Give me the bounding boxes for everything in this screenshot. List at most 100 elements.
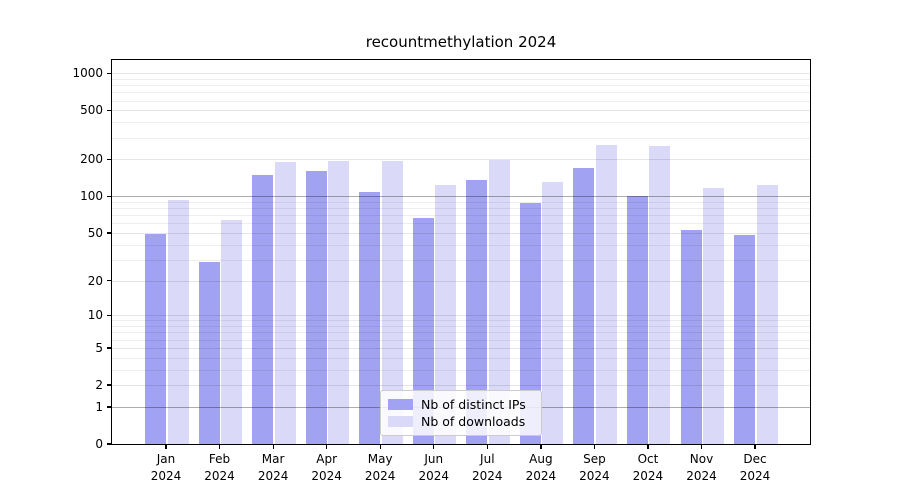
x-tick-label-nov: Nov 2024 [686,452,717,483]
bar-distinct-ips-jun [412,218,434,444]
bar-distinct-ips-jul [466,179,488,444]
y-tick-label-1: 1 [95,399,103,414]
y-tick-10 [107,314,112,317]
bar-distinct-ips-mar [252,174,274,444]
gridline-40 [112,244,810,246]
x-tick-sep [593,444,596,449]
bar-downloads-feb [221,220,243,444]
bar-downloads-jan [167,200,189,444]
bar-downloads-sep [595,144,617,444]
bar-distinct-ips-aug [519,202,541,444]
gridline-7 [112,332,810,334]
x-tick-label-feb: Feb 2024 [204,452,235,483]
x-tick-label-mar: Mar 2024 [257,452,289,483]
gridline-90 [112,201,810,203]
y-tick-label-5: 5 [95,340,103,355]
y-tick-label-500: 500 [80,103,103,118]
y-tick-50 [107,232,112,234]
gridline-5 [112,347,810,349]
y-tick-label-50: 50 [87,226,103,241]
gridline-3 [112,369,810,371]
x-tick-nov [700,444,703,449]
gridline-1000 [112,73,810,75]
gridline-70 [112,215,810,217]
x-tick-may [379,444,381,449]
y-tick-label-200: 200 [80,152,103,167]
y-tick-label-1000: 1000 [72,66,103,81]
x-tick-label-sep: Sep 2024 [579,452,610,483]
x-tick-label-apr: Apr 2024 [311,452,342,483]
gridline-900 [112,78,810,80]
gridline-400 [112,122,810,124]
bar-downloads-mar [274,161,296,444]
x-tick-apr [326,444,328,449]
y-tick-label-0: 0 [95,437,103,451]
gridline-300 [112,137,810,139]
legend-swatch-distinct-ips [388,399,413,410]
legend-label-downloads: Nb of downloads [421,414,526,429]
bar-distinct-ips-apr [305,170,327,444]
gridline-6 [112,339,810,341]
y-tick-1 [107,406,112,408]
x-tick-jun [433,444,435,449]
gridline-60 [112,223,810,225]
x-tick-label-jan: Jan 2024 [150,452,182,483]
bar-downloads-apr [328,161,350,444]
y-tick-500 [107,109,112,112]
bar-distinct-ips-nov [680,229,702,444]
y-tick-100 [107,195,112,198]
gridline-800 [112,85,810,87]
bar-downloads-jul [488,160,510,444]
legend-label-distinct-ips: Nb of distinct IPs [421,397,526,412]
gridline-30 [112,259,810,261]
y-tick-20 [107,280,112,282]
legend-row-downloads: Nb of downloads [388,413,541,430]
y-tick-2 [107,384,112,386]
bar-distinct-ips-may [359,191,381,444]
y-tick-1000 [107,72,112,74]
gridline-500 [112,110,810,112]
gridline-9 [112,320,810,322]
y-tick-label-20: 20 [87,273,103,288]
bar-downloads-dec [756,184,778,444]
bar-downloads-may [381,160,403,444]
x-tick-label-oct: Oct 2024 [632,452,664,483]
x-tick-label-dec: Dec 2024 [739,452,771,483]
x-tick-label-may: May 2024 [364,452,396,483]
gridline-10 [112,315,810,317]
legend-swatch-downloads [388,416,413,427]
bar-downloads-oct [649,145,671,444]
legend-row-distinct-ips: Nb of distinct IPs [388,396,541,413]
y-tick-5 [107,347,112,349]
legend: Nb of distinct IPs Nb of downloads [380,390,542,436]
y-tick-label-2: 2 [95,378,103,393]
gridline-200 [112,159,810,161]
y-tick-200 [107,158,112,161]
x-tick-mar [272,444,274,449]
x-tick-label-jun: Jun 2024 [418,452,450,483]
gridline-8 [112,326,810,328]
gridline-2 [112,385,810,387]
y-tick-0 [107,443,112,445]
x-tick-jul [486,444,488,449]
bar-distinct-ips-oct [626,196,648,444]
gridline-80 [112,208,810,210]
plot-area [111,59,811,445]
bar-distinct-ips-jan [145,234,166,444]
chart-title: recountmethylation 2024 [365,33,557,51]
x-tick-label-jul: Jul 2024 [472,452,503,483]
y-tick-label-10: 10 [87,308,103,323]
x-tick-dec [754,444,756,449]
gridline-600 [112,100,810,102]
gridline-20 [112,280,810,282]
x-tick-oct [647,444,649,449]
bar-distinct-ips-feb [198,261,220,444]
gridline-50 [112,233,810,235]
y-tick-label-100: 100 [80,189,103,204]
bar-distinct-ips-dec [734,235,756,444]
bar-downloads-aug [542,181,564,444]
gridline-100 [112,196,810,198]
x-tick-jan [165,444,167,449]
gridline-700 [112,92,810,94]
